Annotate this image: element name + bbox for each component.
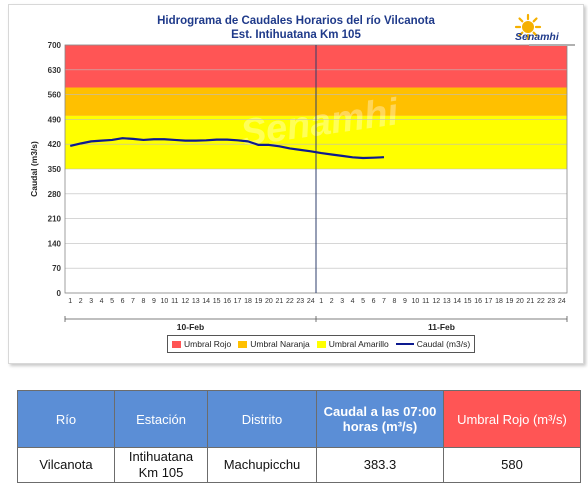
y-tick-label: 70 — [52, 264, 61, 273]
y-tick-label: 420 — [48, 140, 62, 149]
x-tick-label: 21 — [275, 298, 283, 305]
x-tick-label: 8 — [141, 298, 145, 305]
x-tick-label: 10 — [160, 298, 168, 305]
x-tick-label: 13 — [443, 298, 451, 305]
y-tick-label: 140 — [48, 239, 62, 248]
senamhi-logo: Senamhi — [507, 13, 577, 53]
x-tick-label: 22 — [286, 298, 294, 305]
x-tick-label: 15 — [213, 298, 221, 305]
x-tick-label: 3 — [340, 298, 344, 305]
legend-label-naranja: Umbral Naranja — [250, 339, 310, 349]
x-tick-label: 7 — [131, 298, 135, 305]
table-header-row: Río Estación Distrito Caudal a las 07:00… — [17, 390, 581, 448]
x-tick-label: 20 — [265, 298, 273, 305]
x-tick-label: 5 — [361, 298, 365, 305]
sun-logo-icon — [514, 13, 542, 41]
x-tick-label: 23 — [547, 298, 555, 305]
cell-caudal: 383.3 — [316, 447, 444, 483]
cell-umbral-rojo: 580 — [443, 447, 581, 483]
series-line-caudal — [69, 137, 385, 160]
x-tick-label: 1 — [68, 298, 72, 305]
legend-swatch-amarillo — [316, 340, 326, 348]
y-tick-label: 560 — [48, 91, 62, 100]
x-tick-label: 14 — [202, 298, 210, 305]
legend-item-caudal: Caudal (m3/s) — [395, 339, 471, 349]
legend-label-rojo: Umbral Rojo — [184, 339, 232, 349]
flow-summary-table: Río Estación Distrito Caudal a las 07:00… — [17, 390, 581, 483]
x-tick-label: 9 — [152, 298, 156, 305]
x-tick-label: 9 — [403, 298, 407, 305]
legend-label-caudal: Caudal (m3/s) — [416, 339, 471, 349]
y-tick-label: 280 — [48, 190, 62, 199]
x-tick-label: 4 — [351, 298, 355, 305]
x-tick-label: 24 — [307, 298, 315, 305]
legend-item-rojo: Umbral Rojo — [172, 339, 231, 349]
x-tick-label: 17 — [485, 298, 493, 305]
x-tick-label: 16 — [474, 298, 482, 305]
cell-distrito: Machupicchu — [207, 447, 317, 483]
day-label: 10-Feb — [177, 322, 204, 332]
x-tick-label: 13 — [192, 298, 200, 305]
x-tick-label: 23 — [296, 298, 304, 305]
x-tick-label: 21 — [526, 298, 534, 305]
x-tick-label: 16 — [223, 298, 231, 305]
x-tick-label: 11 — [171, 298, 178, 305]
y-tick-label: 210 — [48, 215, 62, 224]
x-tick-label: 24 — [558, 298, 566, 305]
header-rio: Río — [17, 390, 115, 448]
legend-item-naranja: Umbral Naranja — [238, 339, 310, 349]
cell-estacion: Intihuatana Km 105 — [114, 447, 208, 483]
legend-item-amarillo: Umbral Amarillo — [316, 339, 389, 349]
x-tick-label: 19 — [255, 298, 263, 305]
y-tick-label: 630 — [48, 66, 62, 75]
x-tick-label: 6 — [372, 298, 376, 305]
header-estacion: Estación — [114, 390, 208, 448]
legend-label-amarillo: Umbral Amarillo — [328, 339, 389, 349]
y-tick-label: 700 — [48, 41, 62, 50]
x-tick-label: 5 — [110, 298, 114, 305]
chart-subtitle: Est. Intihuatana Km 105 — [231, 29, 361, 41]
x-tick-label: 2 — [330, 298, 334, 305]
x-tick-label: 11 — [422, 298, 429, 305]
x-tick-label: 18 — [495, 298, 503, 305]
chart-legend: Umbral Rojo Umbral Naranja Umbral Amaril… — [167, 335, 476, 353]
x-tick-label: 1 — [319, 298, 323, 305]
x-tick-label: 4 — [100, 298, 104, 305]
y-tick-label: 490 — [48, 115, 62, 124]
x-tick-label: 17 — [234, 298, 242, 305]
cell-rio: Vilcanota — [17, 447, 115, 483]
header-distrito: Distrito — [207, 390, 317, 448]
table-row: Vilcanota Intihuatana Km 105 Machupicchu… — [17, 447, 581, 483]
x-tick-label: 12 — [181, 298, 189, 305]
x-tick-label: 7 — [382, 298, 386, 305]
x-tick-label: 18 — [244, 298, 252, 305]
x-tick-label: 2 — [79, 298, 83, 305]
x-tick-label: 19 — [506, 298, 514, 305]
x-tick-label: 12 — [432, 298, 440, 305]
x-tick-label: 22 — [537, 298, 545, 305]
header-umbral-rojo: Umbral Rojo (m³/s) — [443, 390, 581, 448]
y-axis-label: Caudal (m3/s) — [29, 141, 39, 197]
legend-line-caudal — [395, 343, 414, 345]
legend-swatch-naranja — [238, 340, 248, 348]
chart-panel: Senamhi 0 70 140 210 280 350 420 490 560 630 700 1 2 3… — [8, 4, 584, 364]
x-tick-label: 6 — [121, 298, 125, 305]
x-tick-label: 8 — [392, 298, 396, 305]
day-label: 11-Feb — [428, 322, 455, 332]
y-tick-label: 350 — [48, 165, 62, 174]
legend-swatch-rojo — [172, 340, 181, 348]
x-tick-label: 15 — [464, 298, 472, 305]
x-tick-label: 14 — [453, 298, 461, 305]
logo-underline — [529, 44, 575, 46]
y-tick-label: 0 — [57, 289, 62, 298]
chart-title: Hidrograma de Caudales Horarios del río … — [157, 15, 435, 27]
x-tick-label: 3 — [89, 298, 93, 305]
x-tick-label: 20 — [516, 298, 524, 305]
logo-wordmark: Senamhi — [515, 31, 559, 43]
header-caudal: Caudal a las 07:00 horas (m³/s) — [316, 390, 444, 448]
x-tick-label: 10 — [411, 298, 419, 305]
